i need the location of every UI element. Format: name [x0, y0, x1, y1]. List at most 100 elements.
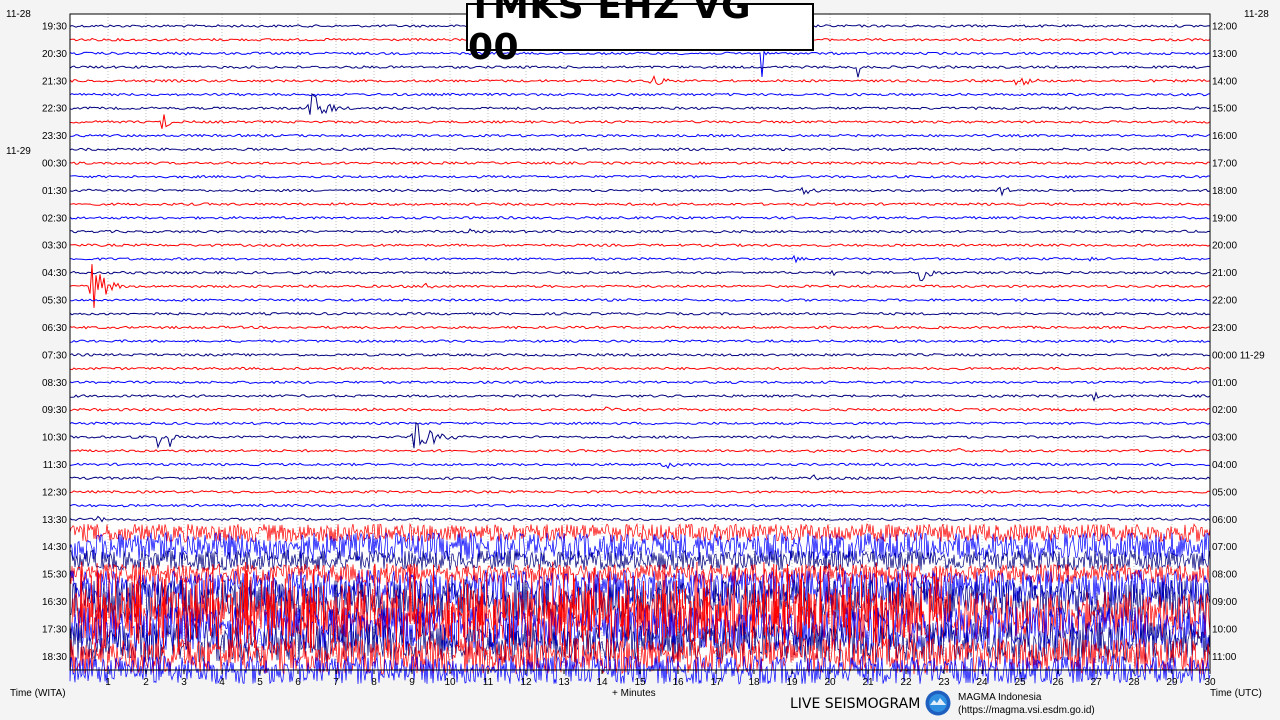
trace-row-5 — [69, 92, 1211, 97]
right-time-label: 12:00 — [1212, 22, 1237, 33]
trace-row-27 — [69, 391, 1211, 403]
right-time-label: 01:00 — [1212, 378, 1237, 389]
x-tick-label: 9 — [409, 677, 415, 688]
trace-row-6 — [69, 92, 1211, 115]
left-time-label: 02:30 — [42, 213, 67, 224]
left-time-label: 03:30 — [42, 241, 67, 252]
left-time-label: 16:30 — [42, 597, 67, 608]
trace-row-29 — [69, 421, 1211, 426]
right-time-label: 17:00 — [1212, 159, 1237, 170]
left-time-label: 21:30 — [42, 76, 67, 87]
right-time-label: 21:00 — [1212, 268, 1237, 279]
x-tick-label: 12 — [520, 677, 532, 688]
left-time-label: 01:30 — [42, 186, 67, 197]
trace-row-36 — [69, 515, 1211, 523]
trace-row-4 — [69, 75, 1211, 86]
trace-row-13 — [69, 202, 1211, 207]
left-date-label: 11-29 — [6, 146, 31, 157]
right-time-label: 20:00 — [1212, 241, 1237, 252]
x-tick-label: 8 — [371, 677, 377, 688]
x-tick-label: 22 — [900, 677, 912, 688]
right-time-label: 11:00 — [1212, 652, 1237, 663]
x-tick-label: 27 — [1090, 677, 1102, 688]
trace-row-37 — [69, 522, 1211, 543]
trace-row-16 — [69, 243, 1211, 248]
brand-label: LIVE SEISMOGRAM — [790, 696, 921, 712]
right-time-label: 08:00 — [1212, 570, 1237, 581]
x-tick-label: 3 — [181, 677, 187, 688]
left-time-label: 09:30 — [42, 405, 67, 416]
left-axis-label: Time (WITA) — [10, 688, 66, 699]
left-time-label: 07:30 — [42, 350, 67, 361]
left-time-label: 23:30 — [42, 131, 67, 142]
trace-row-18 — [69, 269, 1210, 282]
left-time-label: 17:30 — [42, 624, 67, 635]
trace-row-33 — [69, 474, 1211, 481]
x-tick-label: 24 — [976, 677, 988, 688]
x-tick-label: 26 — [1052, 677, 1064, 688]
trace-row-24 — [69, 352, 1211, 357]
x-tick-label: 6 — [295, 677, 301, 688]
right-time-label: 00:00 11-29 — [1212, 350, 1265, 361]
left-time-label: 18:30 — [42, 652, 67, 663]
left-time-label: 19:30 — [42, 22, 67, 33]
trace-row-39 — [69, 549, 1211, 572]
trace-row-12 — [69, 186, 1211, 197]
x-tick-label: 7 — [333, 677, 339, 688]
x-axis-label: + Minutes — [612, 688, 656, 699]
right-time-label: 22:00 — [1212, 296, 1237, 307]
org-url: (https://magma.vsi.esdm.go.id) — [958, 705, 1095, 716]
right-axis-label: Time (UTC) — [1210, 688, 1262, 699]
x-tick-label: 15 — [634, 677, 646, 688]
x-tick-label: 28 — [1128, 677, 1140, 688]
trace-row-28 — [69, 406, 1211, 412]
trace-row-14 — [69, 215, 1211, 220]
magma-logo-icon — [925, 690, 951, 716]
right-time-label: 09:00 — [1212, 597, 1237, 608]
x-tick-label: 11 — [483, 677, 494, 688]
left-time-label: 14:30 — [42, 542, 67, 553]
trace-row-7 — [69, 114, 1211, 129]
left-time-label: 05:30 — [42, 296, 67, 307]
left-time-label: 22:30 — [42, 104, 67, 115]
trace-row-17 — [69, 254, 1211, 264]
x-tick-label: 21 — [862, 677, 874, 688]
right-time-label: 18:00 — [1212, 186, 1237, 197]
left-date-label: 11-28 — [6, 9, 31, 20]
trace-row-43 — [69, 591, 1211, 640]
trace-row-30 — [69, 421, 1211, 449]
trace-row-21 — [69, 311, 1211, 316]
left-time-label: 11:30 — [43, 460, 68, 471]
x-tick-label: 13 — [558, 677, 570, 688]
right-time-label: 07:00 — [1212, 542, 1237, 553]
trace-row-25 — [69, 366, 1211, 371]
x-tick-label: 29 — [1166, 677, 1178, 688]
left-time-label: 08:30 — [42, 378, 67, 389]
right-time-label: 04:00 — [1212, 460, 1237, 471]
trace-row-2 — [69, 49, 1211, 78]
x-tick-label: 23 — [938, 677, 950, 688]
org-name: MAGMA Indonesia — [958, 692, 1042, 703]
x-tick-label: 10 — [444, 677, 456, 688]
trace-row-3 — [69, 65, 1211, 78]
right-time-label: 15:00 — [1212, 104, 1237, 115]
trace-row-20 — [69, 298, 1211, 302]
trace-row-19 — [69, 264, 1211, 308]
left-time-label: 10:30 — [42, 433, 67, 444]
x-tick-label: 17 — [710, 677, 722, 688]
x-tick-label: 5 — [257, 677, 263, 688]
left-time-label: 13:30 — [42, 515, 67, 526]
x-tick-label: 4 — [219, 677, 225, 688]
right-time-label: 13:00 — [1212, 49, 1237, 60]
x-tick-label: 16 — [672, 677, 684, 688]
right-time-label: 05:00 — [1212, 487, 1237, 498]
right-time-label: 10:00 — [1212, 624, 1237, 635]
trace-row-31 — [69, 448, 1211, 453]
trace-row-11 — [69, 174, 1211, 179]
x-tick-label: 30 — [1204, 677, 1216, 688]
left-time-label: 00:30 — [42, 159, 67, 170]
trace-row-15 — [69, 228, 1211, 234]
right-time-label: 02:00 — [1212, 405, 1237, 416]
trace-row-35 — [69, 503, 1211, 508]
